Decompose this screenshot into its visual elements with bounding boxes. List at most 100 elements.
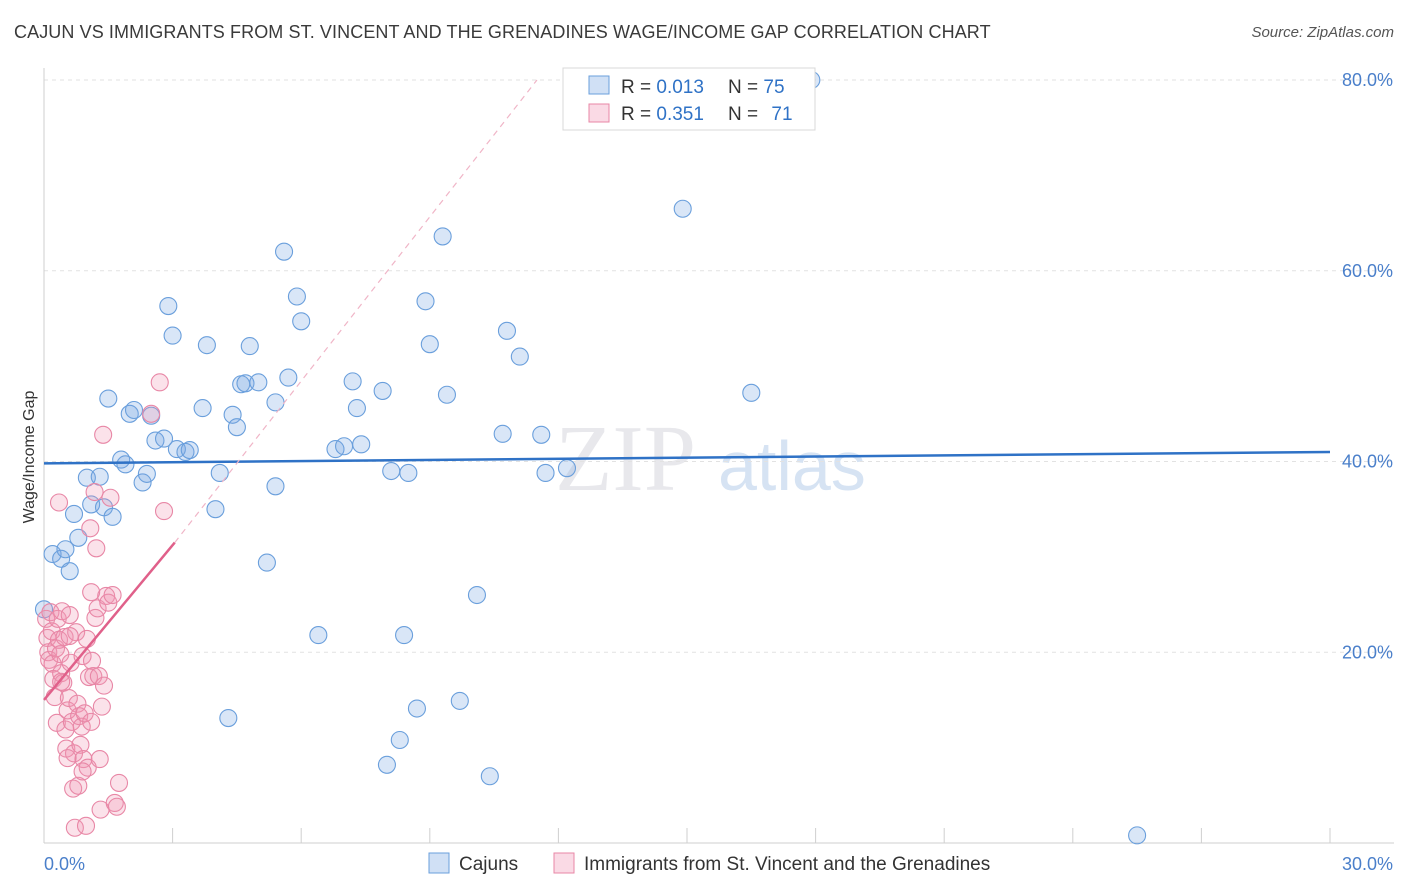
watermark-atlas: atlas — [718, 427, 866, 505]
cajuns-point-58 — [416, 292, 435, 311]
y-axis-label: Wage/Income Gap — [21, 391, 38, 524]
immigrants-point-30 — [69, 776, 88, 795]
cajuns-point-40 — [266, 477, 285, 496]
immigrants-trend-line — [43, 541, 176, 701]
chart-source: Source: ZipAtlas.com — [1251, 24, 1394, 41]
immigrants-point-17 — [55, 627, 74, 647]
stats-r-label-cajuns: R = 0.013 — [621, 77, 704, 98]
immigrants-point-50 — [90, 750, 109, 769]
immigrants-point-37 — [76, 816, 96, 835]
cajuns-point-3 — [56, 540, 75, 559]
immigrants-point-43 — [82, 651, 102, 670]
stats-r-value-cajuns: 0.013 — [656, 77, 704, 98]
immigrants-point-69 — [73, 762, 92, 781]
cajuns-point-45 — [309, 626, 328, 645]
cajuns-point-18 — [137, 464, 156, 483]
immigrants-point-12 — [49, 630, 69, 649]
cajuns-point-41 — [275, 242, 294, 261]
cajuns-point-49 — [347, 399, 366, 418]
x-tick-label-min: 0.0% — [44, 854, 85, 874]
immigrants-point-65 — [49, 493, 69, 512]
cajuns-point-62 — [450, 691, 469, 710]
immigrants-point-63 — [150, 373, 169, 392]
stats-n-label-immigrants: N = 71 — [728, 104, 793, 125]
stats-r-value-immigrants: 0.351 — [656, 104, 704, 125]
axes: 20.0% 40.0% 60.0% 80.0% 0.0% 30.0% — [43, 68, 1394, 874]
cajuns-point-31 — [219, 709, 238, 728]
cajuns-point-67 — [510, 347, 529, 366]
cajuns-point-57 — [407, 699, 426, 718]
immigrants-trend-extension — [174, 79, 538, 543]
cajuns-point-33 — [227, 418, 246, 437]
immigrants-point-32 — [71, 735, 90, 754]
stats-swatch-cajuns — [588, 75, 610, 95]
immigrants-point-62 — [142, 404, 161, 423]
trend-lines — [43, 79, 1331, 701]
cajuns-point-61 — [437, 385, 456, 404]
stats-swatch-immigrants — [588, 103, 610, 123]
stats-legend-frame — [562, 67, 816, 131]
cajuns-point-6 — [69, 528, 88, 547]
cajuns-point-35 — [236, 374, 255, 393]
cajuns-point-22 — [159, 296, 178, 316]
cajuns-point-16 — [124, 400, 144, 420]
immigrants-point-33 — [72, 717, 91, 736]
cajuns-point-59 — [420, 335, 439, 354]
series-legend: Cajuns Immigrants from St. Vincent and t… — [428, 852, 990, 875]
chart-title: CAJUN VS IMMIGRANTS FROM ST. VINCENT AND… — [14, 22, 991, 42]
cajuns-point-28 — [197, 336, 216, 355]
cajuns-point-51 — [373, 381, 392, 400]
immigrants-point-48 — [88, 599, 107, 618]
cajuns-point-14 — [116, 455, 135, 474]
cajuns-point-52 — [377, 755, 396, 774]
cajuns-point-17 — [133, 473, 152, 492]
y-tick-label-60: 60.0% — [1342, 261, 1393, 281]
immigrants-point-38 — [77, 629, 96, 648]
cajuns-point-65 — [493, 424, 512, 443]
cajuns-point-47 — [335, 437, 354, 456]
immigrants-point-24 — [62, 712, 81, 731]
cajuns-point-27 — [193, 399, 212, 418]
cajuns-point-2 — [52, 549, 71, 568]
cajuns-point-11 — [99, 389, 118, 408]
stats-legend: R = 0.013 N = 75 R = 0.351 N = 71 — [562, 67, 816, 131]
immigrants-point-54 — [94, 676, 114, 695]
immigrants-point-55 — [97, 586, 116, 606]
immigrants-point-60 — [107, 797, 126, 816]
gridlines — [44, 79, 1394, 653]
data-points — [34, 70, 1147, 845]
cajuns-point-37 — [249, 373, 268, 392]
immigrants-point-41 — [81, 519, 100, 538]
cajuns-point-29 — [206, 500, 225, 519]
y-tick-label-40: 40.0% — [1342, 452, 1393, 472]
immigrants-point-52 — [92, 697, 111, 716]
immigrants-point-53 — [94, 425, 113, 444]
immigrants-point-49 — [89, 667, 108, 686]
cajuns-point-9 — [90, 467, 109, 486]
stats-n-label-cajuns: N = 75 — [728, 77, 785, 98]
immigrants-point-66 — [60, 626, 79, 646]
stats-n-value-cajuns: 75 — [763, 77, 784, 98]
cajuns-point-64 — [480, 767, 499, 786]
cajuns-point-44 — [292, 312, 311, 331]
cajuns-trend-line — [43, 450, 1331, 465]
immigrants-point-70 — [82, 583, 101, 602]
immigrants-point-58 — [103, 585, 122, 605]
cajuns-point-68 — [532, 425, 551, 444]
immigrants-point-22 — [60, 606, 79, 625]
cajuns-point-36 — [240, 337, 259, 356]
cajuns-point-43 — [287, 287, 306, 306]
y-tick-label-20: 20.0% — [1342, 642, 1393, 662]
immigrants-point-68 — [58, 749, 77, 768]
cajuns-point-53 — [382, 461, 401, 481]
cajuns-point-54 — [390, 730, 409, 750]
cajuns-point-69 — [536, 463, 555, 482]
immigrants-point-57 — [101, 488, 120, 507]
cajuns-point-12 — [103, 507, 122, 526]
x-tick-label-max: 30.0% — [1342, 854, 1393, 874]
cajuns-point-60 — [433, 227, 452, 246]
cajuns-point-26 — [180, 441, 199, 460]
immigrants-point-61 — [109, 773, 129, 792]
immigrants-point-47 — [87, 539, 106, 558]
